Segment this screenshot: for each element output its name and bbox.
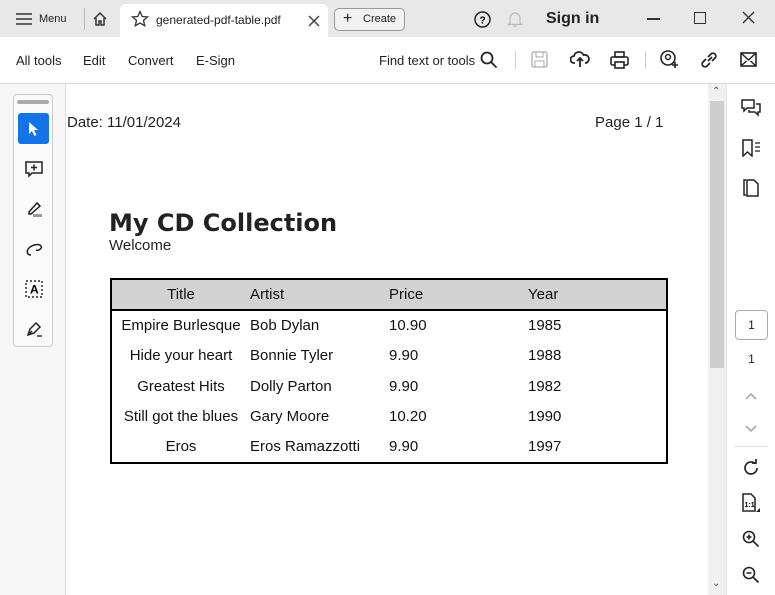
- email-icon[interactable]: [740, 52, 757, 72]
- previous-page-icon[interactable]: [739, 384, 763, 408]
- link-icon[interactable]: [700, 51, 718, 74]
- toolbar: All tools Edit Convert E-Sign Find text …: [0, 37, 775, 84]
- share-user-icon[interactable]: [659, 50, 679, 75]
- table-row: Still got the blues Gary Moore 10.20 1990: [111, 402, 667, 433]
- left-tool-panel: A: [0, 84, 66, 595]
- document-viewer: Date: 11/01/2024 Page 1 / 1 My CD Collec…: [67, 84, 708, 595]
- highlight-icon[interactable]: [18, 193, 49, 224]
- add-comment-icon[interactable]: [18, 153, 49, 184]
- divider: [734, 446, 768, 447]
- create-button[interactable]: + Create: [334, 8, 405, 31]
- save-icon[interactable]: [531, 51, 548, 73]
- select-tool[interactable]: [18, 113, 49, 144]
- vertical-scrollbar[interactable]: ⌃ ⌄: [708, 84, 726, 595]
- edit-button[interactable]: Edit: [83, 53, 106, 68]
- table-row: Greatest Hits Dolly Parton 9.90 1982: [111, 371, 667, 402]
- page-total: 1: [748, 352, 755, 366]
- right-panel: 1 1 1:1: [726, 84, 775, 595]
- divider: [84, 8, 85, 30]
- home-icon[interactable]: [92, 11, 108, 32]
- scroll-down-icon[interactable]: ⌄: [712, 578, 721, 589]
- draw-freehand-icon[interactable]: [18, 233, 49, 264]
- close-window-icon[interactable]: [742, 11, 755, 29]
- print-icon[interactable]: [610, 51, 629, 74]
- find-button[interactable]: Find text or tools: [379, 53, 476, 68]
- menu-button[interactable]: Menu: [39, 13, 67, 25]
- star-icon[interactable]: [130, 9, 150, 33]
- search-icon[interactable]: [480, 51, 498, 74]
- table-cell: 10.20: [389, 408, 427, 426]
- table-cell: Bob Dylan: [250, 317, 320, 335]
- help-icon[interactable]: ?: [474, 11, 491, 33]
- table-cell: Empire Burlesque: [121, 317, 241, 335]
- document-date: Date: 11/01/2024: [67, 114, 181, 131]
- document-page-label: Page 1 / 1: [595, 114, 664, 131]
- sign-in-button[interactable]: Sign in: [546, 10, 600, 27]
- table-header-row: Title Artist Price Year: [111, 279, 667, 311]
- divider: [515, 51, 516, 69]
- table-cell: Hide your heart: [129, 347, 233, 365]
- drag-handle[interactable]: [17, 100, 49, 104]
- text-recognition-icon[interactable]: A: [18, 273, 49, 304]
- document-heading: My CD Collection: [109, 209, 338, 237]
- table-cell: 1982: [528, 377, 562, 395]
- plus-icon: +: [343, 10, 353, 27]
- bell-icon[interactable]: [506, 10, 524, 33]
- svg-text:?: ?: [480, 16, 486, 27]
- divider: [645, 51, 646, 69]
- table-row: Eros Eros Ramazzotti 9.90 1997: [111, 432, 667, 463]
- quick-tools: A: [13, 94, 53, 347]
- rotate-icon[interactable]: [739, 456, 763, 480]
- minimize-icon[interactable]: [647, 18, 660, 20]
- table-cell: 1990: [528, 408, 562, 426]
- upload-cloud-icon[interactable]: [569, 50, 590, 73]
- table-cell: 9.90: [389, 377, 419, 395]
- table-cell: 9.90: [389, 347, 419, 365]
- column-header: Price: [389, 279, 528, 311]
- page-number-input[interactable]: 1: [735, 310, 768, 340]
- cd-table: Title Artist Price Year Empire Burlesque…: [110, 278, 668, 464]
- column-header: Year: [528, 279, 667, 311]
- table-cell: Eros Ramazzotti: [250, 438, 361, 456]
- comments-icon[interactable]: [739, 96, 763, 120]
- svg-text:1:1: 1:1: [745, 502, 755, 509]
- column-header: Artist: [250, 279, 389, 311]
- table-cell: Bonnie Tyler: [250, 347, 334, 365]
- document-subheading: Welcome: [109, 237, 172, 254]
- maximize-icon[interactable]: [694, 12, 706, 24]
- table-cell: Still got the blues: [123, 408, 239, 426]
- next-page-icon[interactable]: [739, 417, 763, 441]
- table-row: Hide your heart Bonnie Tyler 9.90 1988: [111, 341, 667, 372]
- convert-button[interactable]: Convert: [128, 53, 174, 68]
- zoom-out-icon[interactable]: [739, 563, 763, 587]
- table-cell: Dolly Parton: [250, 377, 332, 395]
- table-cell: 1985: [528, 317, 562, 335]
- table-cell: 1988: [528, 347, 562, 365]
- zoom-in-icon[interactable]: [739, 527, 763, 551]
- create-label: Create: [363, 13, 397, 25]
- all-tools-button[interactable]: All tools: [16, 53, 62, 68]
- scrollbar-thumb[interactable]: [710, 101, 724, 368]
- table-cell: Eros: [165, 438, 197, 456]
- table-cell: 10.90: [389, 317, 427, 335]
- title-bar: Menu generated-pdf-table.pdf + Create ? …: [0, 0, 775, 37]
- svg-text:A: A: [30, 282, 39, 296]
- table-cell: Greatest Hits: [137, 377, 225, 395]
- table-row: Empire Burlesque Bob Dylan 10.90 1985: [111, 310, 667, 341]
- tab-document[interactable]: generated-pdf-table.pdf: [120, 4, 328, 37]
- table-cell: 1997: [528, 438, 562, 456]
- sign-pen-icon[interactable]: [18, 313, 49, 344]
- table-cell: Gary Moore: [250, 408, 330, 426]
- tab-title: generated-pdf-table.pdf: [156, 13, 281, 27]
- menu-icon[interactable]: [16, 12, 32, 31]
- pages-icon[interactable]: [739, 175, 763, 199]
- close-tab-icon[interactable]: [308, 14, 320, 32]
- table-cell: 9.90: [389, 438, 419, 456]
- bookmarks-icon[interactable]: [739, 136, 763, 160]
- column-header: Title: [111, 279, 250, 311]
- scroll-up-icon[interactable]: ⌃: [712, 86, 721, 97]
- actual-size-icon[interactable]: 1:1: [739, 491, 763, 515]
- esign-button[interactable]: E-Sign: [196, 53, 236, 68]
